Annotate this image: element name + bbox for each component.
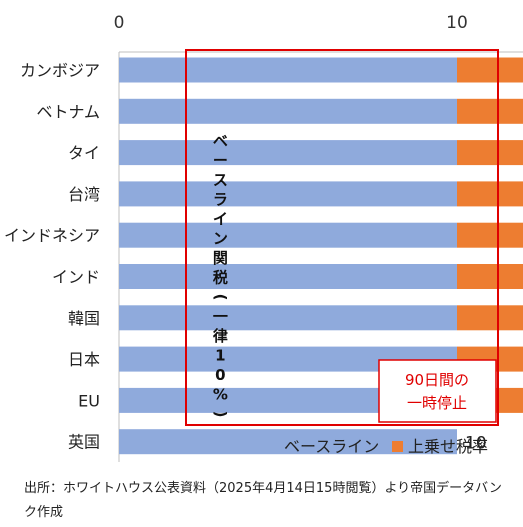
surcharge-bar: [457, 98, 523, 124]
suspension-highlight-box: [185, 49, 499, 426]
x-tick-label: 0: [114, 13, 125, 33]
category-label: ベトナム: [36, 102, 100, 121]
baseline-annotation-char: 1: [215, 347, 225, 365]
baseline-bar: [119, 57, 457, 83]
baseline-annotation-char: 律: [212, 327, 228, 345]
legend-swatch-surcharge: [392, 441, 403, 452]
category-label: タイ: [68, 144, 100, 163]
category-label: 韓国: [68, 309, 100, 328]
baseline-annotation-char: ): [211, 411, 229, 418]
surcharge-bar: [457, 222, 523, 248]
category-label: 英国: [68, 433, 100, 452]
baseline-annotation-char: 0: [215, 366, 225, 384]
baseline-annotation-char: 税: [213, 269, 228, 287]
baseline-annotation-char: 一: [213, 308, 228, 326]
surcharge-bar: [457, 181, 523, 207]
surcharge-bar: [457, 140, 523, 166]
baseline-annotation-char: (: [211, 294, 229, 301]
tariff-bar-chart: 01020304050(%)カンボジア49ベトナム46タイ36台湾32インドネシ…: [4, 13, 523, 462]
suspension-label: 90日間の: [405, 371, 469, 389]
baseline-bar: [119, 98, 457, 124]
suspension-label-box: [378, 359, 497, 423]
baseline-annotation-char: 関: [213, 249, 228, 267]
surcharge-bar: [457, 57, 523, 83]
data-label: 10: [465, 434, 487, 454]
category-label: 台湾: [68, 185, 100, 204]
legend-label-surcharge: 上乗せ税率: [408, 437, 488, 456]
suspension-label: 一時停止: [407, 394, 467, 412]
category-label: 日本: [68, 350, 100, 369]
baseline-bar: [119, 264, 457, 289]
baseline-bar: [119, 140, 457, 166]
surcharge-bar: [457, 305, 523, 331]
legend-swatch-baseline: [268, 441, 279, 452]
baseline-bar: [119, 305, 457, 331]
category-label: カンボジア: [20, 61, 100, 80]
baseline-annotation-char: %: [213, 386, 228, 404]
baseline-annotation-char: ー: [213, 152, 228, 170]
baseline-annotation-char: イ: [213, 210, 228, 228]
category-label: EU: [78, 391, 100, 410]
baseline-annotation-char: ベ: [213, 132, 228, 150]
category-label: インド: [52, 268, 100, 287]
baseline-annotation-char: ス: [213, 171, 228, 189]
category-label: インドネシア: [4, 226, 100, 245]
x-tick-label: 10: [446, 13, 468, 33]
baseline-bar: [119, 222, 457, 248]
surcharge-bar: [457, 264, 523, 289]
source-note: 出所：ホワイトハウス公表資料（2025年4月14日15時閲覧）より帝国データバン…: [24, 481, 502, 520]
baseline-annotation-char: ン: [213, 230, 228, 248]
legend-label-baseline: ベースライン: [284, 437, 379, 456]
baseline-annotation-char: ラ: [213, 191, 228, 209]
baseline-bar: [119, 181, 457, 207]
